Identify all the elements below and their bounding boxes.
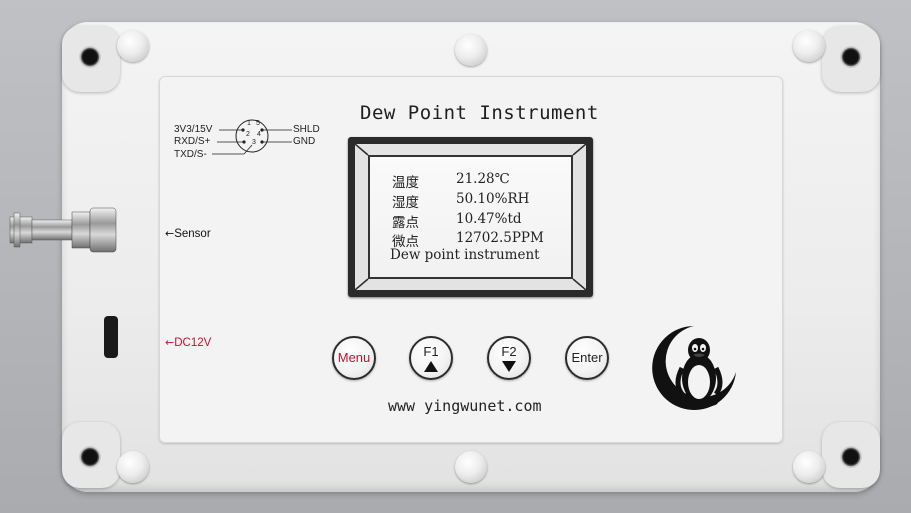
mounting-hole-icon — [79, 46, 101, 68]
mounting-hole-icon — [840, 46, 862, 68]
triangle-up-icon — [424, 360, 438, 372]
website-text: www yingwunet.com — [388, 397, 542, 415]
power-port-label: ←DC12V — [165, 336, 212, 349]
pin-label-txd: TXD/S- — [174, 149, 207, 160]
pinout-lines — [212, 119, 292, 155]
arrow-left-icon: ← — [165, 336, 175, 349]
enter-button-label: Enter — [571, 350, 603, 365]
pin-label-3v3: 3V3/15V — [174, 124, 213, 135]
pin-number: 2 — [246, 131, 250, 138]
device-title: Dew Point Instrument — [360, 102, 599, 124]
screw-icon — [793, 451, 825, 483]
lcd-row-label: 温度 — [392, 175, 419, 191]
lcd-row-label: 湿度 — [392, 195, 419, 211]
sensor-port-label: ←Sensor — [165, 227, 211, 240]
pin-number: 4 — [257, 131, 261, 138]
lcd-row-value: 21.28℃ — [456, 171, 510, 187]
f1-up-button[interactable]: F1 — [409, 336, 453, 380]
screw-icon — [455, 451, 487, 483]
sensor-connector-icon — [9, 207, 117, 253]
pin-number: 3 — [252, 139, 256, 146]
tux-penguin-logo — [652, 326, 736, 410]
lcd-bevel — [355, 144, 586, 290]
lcd-screen: 温度 21.28℃ 湿度 50.10%RH 露点 10.47%td 微点 127… — [368, 155, 573, 279]
screw-icon — [455, 34, 487, 66]
pin-number: 1 — [247, 120, 251, 127]
screw-icon — [117, 451, 149, 483]
lcd-row-value: 12702.5PPM — [456, 230, 544, 246]
menu-button-label: Menu — [337, 350, 371, 365]
lcd-row-value: 10.47%td — [456, 211, 522, 227]
triangle-down-icon — [502, 360, 516, 372]
arrow-left-icon: ← — [165, 227, 175, 240]
pin-label-shld: SHLD — [293, 124, 320, 135]
lcd-row-label: 露点 — [392, 215, 419, 231]
connector-pinout: 3V3/15V RXD/S+ TXD/S- SHLD GND 1 2 3 4 5 — [168, 114, 328, 164]
lcd-row-label: 微点 — [392, 234, 419, 250]
mounting-hole-icon — [79, 446, 101, 468]
f2-button-label: F2 — [501, 343, 517, 359]
lcd-footer-text: Dew point instrument — [390, 247, 540, 263]
menu-button[interactable]: Menu — [332, 336, 376, 380]
pin-number: 5 — [256, 120, 260, 127]
enter-button[interactable]: Enter — [565, 336, 609, 380]
screw-icon — [793, 30, 825, 62]
mounting-hole-icon — [840, 446, 862, 468]
pin-label-gnd: GND — [293, 136, 316, 147]
f1-button-label: F1 — [423, 343, 439, 359]
pin-label-rxd: RXD/S+ — [174, 136, 211, 147]
f2-down-button[interactable]: F2 — [487, 336, 531, 380]
lcd-row-value: 50.10%RH — [456, 191, 530, 207]
dc-jack-icon — [104, 316, 118, 358]
screw-icon — [117, 30, 149, 62]
